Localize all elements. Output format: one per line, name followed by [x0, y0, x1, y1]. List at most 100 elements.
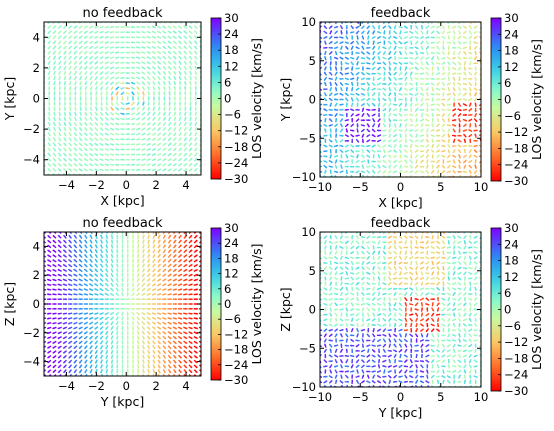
vector-arrow-head	[57, 293, 60, 296]
vector-arrow-head	[324, 42, 327, 45]
vector-arrow-head	[361, 35, 364, 38]
vector-arrow-head	[110, 249, 114, 252]
vector-arrow-head	[324, 61, 327, 64]
vector-arrow-head	[75, 302, 78, 306]
vector-arrow-head	[152, 81, 155, 84]
vector-arrow-head	[437, 154, 440, 157]
vector-arrow	[162, 22, 167, 24]
vector-arrow-head	[126, 366, 129, 369]
vector-arrow-head	[394, 83, 397, 86]
vector-arrow-head	[178, 25, 181, 28]
vector-arrow-head	[116, 98, 119, 101]
vector-arrow-head	[184, 137, 187, 140]
vector-arrow-head	[415, 109, 418, 112]
vector-arrow-head	[84, 249, 87, 252]
vector-arrow-head	[125, 87, 128, 90]
vector-arrow-head	[112, 307, 115, 310]
vector-arrow-head	[110, 361, 114, 364]
vector-arrow-head	[168, 71, 171, 74]
vector-arrow-head	[58, 47, 61, 50]
vector-arrow-head	[474, 109, 477, 112]
vector-arrow-head	[325, 46, 328, 49]
vector-arrow-head	[184, 91, 187, 94]
vector-arrow-head	[355, 165, 358, 168]
vector-arrow-head	[341, 134, 344, 137]
vector-arrow-head	[89, 288, 92, 291]
vector-arrow-head	[47, 356, 50, 359]
vector-arrow-head	[152, 56, 155, 59]
vector-arrow-head	[105, 346, 108, 350]
vector-arrow-head	[52, 360, 56, 363]
vector-arrow-head	[58, 118, 61, 121]
vector-arrow-head	[115, 46, 118, 49]
vector-arrow-head	[173, 41, 176, 44]
vector-arrow-head	[95, 249, 98, 252]
vector-arrow-head	[366, 46, 369, 49]
vector-arrow-head	[366, 56, 369, 59]
vector-arrow-head	[127, 148, 130, 151]
vector-arrow-head	[329, 133, 332, 136]
vector-arrow-head	[127, 158, 130, 161]
vector-arrow-head	[367, 104, 370, 107]
vector-arrow-head	[110, 342, 113, 345]
vector-arrow-head	[73, 346, 76, 349]
vector-arrow-head	[90, 123, 93, 126]
vector-arrow-head	[84, 108, 87, 111]
vector-arrow-head	[351, 123, 354, 126]
vector-arrow-head	[382, 46, 385, 49]
vector-arrow-head	[68, 264, 71, 267]
vector-arrow-head	[442, 92, 445, 95]
vector-arrow-head	[111, 133, 114, 136]
vector-arrow-head	[473, 31, 476, 34]
vector-arrow-head	[371, 160, 374, 163]
vector-arrow-head	[383, 120, 386, 123]
y-tick-label: −4	[23, 153, 40, 167]
vector-arrow-head	[143, 163, 146, 166]
vector-arrow-head	[110, 258, 113, 261]
vector-arrow-head	[90, 82, 93, 86]
vector-arrow-head	[64, 148, 67, 152]
vector-arrow-head	[90, 148, 93, 151]
vector-arrow-head	[90, 98, 93, 101]
vector-arrow-head	[383, 32, 386, 35]
vector-arrow-head	[360, 62, 363, 65]
vector-arrow-head	[125, 56, 128, 59]
vector-arrow-head	[47, 341, 50, 344]
vector-arrow-head	[91, 307, 94, 310]
vector-arrow-head	[458, 56, 461, 59]
vector-arrow-head	[53, 77, 56, 81]
vector-arrow-head	[362, 113, 365, 116]
vector-arrow	[74, 373, 78, 376]
vector-arrow	[44, 240, 47, 244]
vector-arrow-head	[419, 82, 422, 86]
vector-arrow-head	[84, 244, 87, 247]
vector-arrow-head	[163, 153, 167, 156]
vector-arrow-head	[431, 164, 434, 167]
vector-arrow-head	[431, 123, 434, 126]
colorbar-label: LOS velocity [km/s]	[529, 39, 544, 160]
vector-arrow-head	[173, 96, 176, 99]
vector-arrow-head	[452, 26, 455, 29]
vector-arrow-head	[89, 278, 92, 281]
vector-arrow-head	[362, 88, 365, 91]
vector-arrow-head	[64, 164, 67, 167]
vector-arrow	[199, 153, 201, 157]
vector-arrow-head	[421, 40, 424, 44]
vector-arrow-head	[189, 55, 192, 59]
vector-arrow-head	[115, 36, 118, 39]
vector-arrow-head	[426, 25, 429, 28]
vector-arrow-head	[53, 31, 56, 34]
vector-arrow-head	[350, 108, 353, 111]
vector-arrow-head	[100, 263, 103, 267]
vector-arrow-head	[147, 101, 150, 104]
vector-arrow-head	[421, 36, 424, 39]
vector-arrow-head	[194, 45, 197, 48]
vector-arrow-head	[329, 93, 332, 96]
vector-arrow-head	[105, 288, 108, 291]
vector-arrow-head	[111, 163, 115, 166]
vector-arrow-head	[454, 134, 457, 137]
vector-arrow-head	[78, 274, 82, 276]
vector-arrow-head	[147, 106, 150, 109]
vector-arrow-head	[329, 169, 332, 172]
vector-arrow-head	[174, 148, 177, 151]
